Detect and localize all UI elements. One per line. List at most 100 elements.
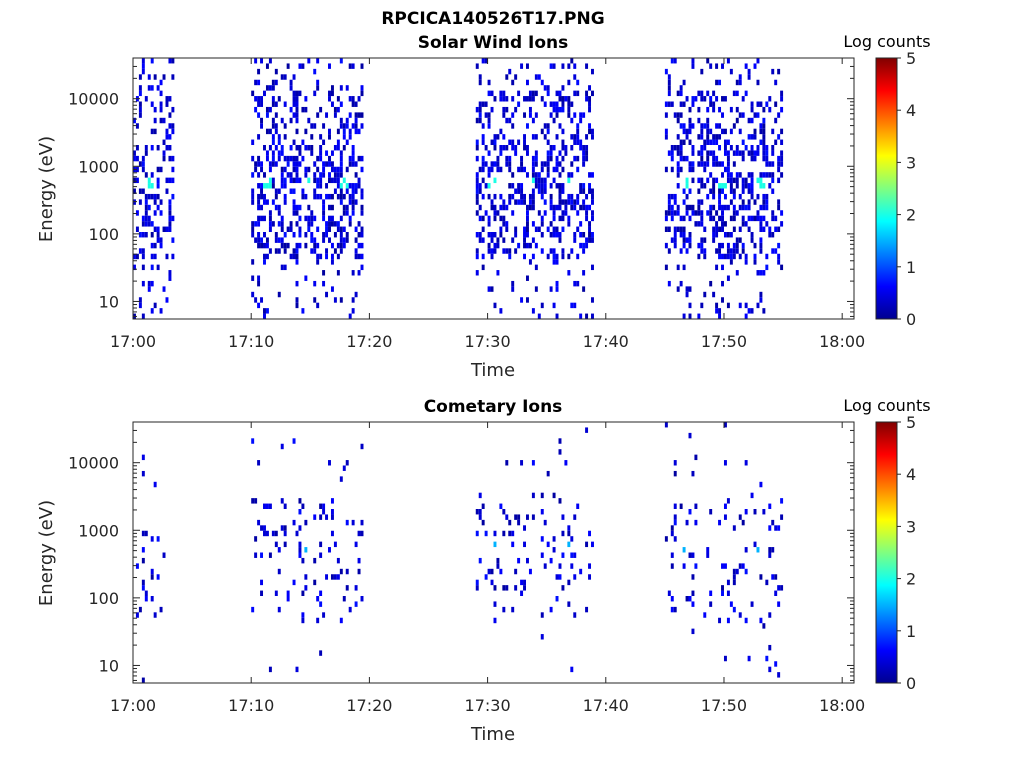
spectrogram-cell bbox=[517, 199, 521, 205]
spectrogram-cell bbox=[573, 112, 577, 118]
spectrogram-cell bbox=[487, 90, 491, 97]
spectrogram-cell bbox=[333, 172, 337, 178]
spectrogram-cell bbox=[570, 172, 574, 178]
spectrogram-cell bbox=[280, 183, 284, 189]
spectrogram-cell bbox=[150, 568, 154, 575]
spectrogram-cell bbox=[316, 183, 320, 189]
spectrogram-cell bbox=[718, 188, 722, 194]
spectrogram-cell bbox=[478, 204, 482, 211]
spectrogram-cell bbox=[688, 139, 692, 145]
spectrogram-cell bbox=[723, 183, 727, 189]
spectrogram-cell bbox=[771, 232, 775, 238]
spectrogram-cell bbox=[555, 166, 559, 173]
spectrogram-cell bbox=[771, 128, 775, 135]
spectrogram-cell bbox=[357, 242, 361, 249]
spectrogram-cell bbox=[156, 85, 160, 91]
spectrogram-cell bbox=[576, 210, 580, 216]
spectrogram-cell bbox=[263, 172, 266, 178]
spectrogram-cell bbox=[517, 101, 521, 107]
spectrogram-cell bbox=[165, 226, 169, 232]
spectrogram-cell bbox=[531, 161, 535, 167]
spectrogram-cell bbox=[721, 215, 724, 222]
spectrogram-cell bbox=[697, 150, 701, 156]
spectrogram-cell bbox=[147, 280, 151, 287]
spectrogram-cell bbox=[777, 112, 781, 118]
spectrogram-cell bbox=[351, 150, 355, 156]
spectrogram-cell bbox=[304, 275, 308, 281]
spectrogram-cell bbox=[156, 204, 160, 211]
spectrogram-cell bbox=[712, 155, 716, 162]
spectrogram-cell bbox=[260, 166, 264, 173]
spectrogram-cell bbox=[499, 128, 503, 135]
spectrogram-cell bbox=[493, 601, 497, 607]
spectrogram-cell bbox=[274, 101, 278, 107]
spectrogram-cell bbox=[715, 226, 719, 232]
spectrogram-cell bbox=[508, 155, 512, 162]
spectrogram-cell bbox=[153, 612, 157, 618]
spectrogram-cell bbox=[260, 188, 264, 194]
spectrogram-cell bbox=[514, 568, 518, 575]
spectrogram-cell bbox=[150, 221, 154, 227]
spectrogram-cell bbox=[135, 145, 139, 151]
spectrogram-cell bbox=[171, 193, 175, 200]
spectrogram-cell bbox=[549, 112, 553, 118]
spectrogram-cell bbox=[339, 568, 343, 575]
spectrogram-cell bbox=[591, 134, 594, 140]
spectrogram-cell bbox=[168, 221, 172, 227]
spectrogram-cell bbox=[260, 123, 264, 129]
spectrogram-cell bbox=[286, 242, 290, 249]
spectrogram-cell bbox=[313, 280, 317, 287]
spectrogram-cell bbox=[667, 193, 671, 200]
spectrogram-cell bbox=[780, 155, 784, 162]
spectrogram-cell bbox=[759, 297, 763, 303]
spectrogram-cell bbox=[354, 183, 358, 189]
spectrogram-cell bbox=[268, 128, 272, 135]
spectrogram-cell bbox=[271, 155, 275, 162]
spectrogram-cell bbox=[523, 226, 526, 232]
spectrogram-cell bbox=[682, 101, 686, 107]
spectrogram-cell bbox=[744, 63, 748, 69]
spectrogram-cell bbox=[673, 232, 677, 238]
spectrogram-cell bbox=[732, 568, 736, 575]
spectrogram-cell bbox=[502, 112, 506, 118]
spectrogram-cell bbox=[348, 199, 352, 205]
spectrogram-cell bbox=[768, 226, 772, 232]
spectrogram-cell bbox=[670, 101, 674, 107]
spectrogram-cell bbox=[685, 183, 689, 189]
spectrogram-cell bbox=[283, 74, 287, 80]
spectrogram-cell bbox=[526, 226, 529, 232]
spectrogram-cell bbox=[691, 601, 695, 607]
spectrogram-cell bbox=[691, 166, 695, 173]
spectrogram-cell bbox=[141, 677, 145, 683]
spectrogram-cell bbox=[771, 574, 775, 580]
spectrogram-cell bbox=[171, 74, 175, 80]
spectrogram-cell bbox=[573, 155, 577, 162]
spectrogram-cell bbox=[561, 188, 565, 194]
spectrogram-cell bbox=[558, 215, 562, 222]
spectrogram-cell bbox=[339, 188, 343, 194]
spectrogram-cell bbox=[726, 139, 730, 145]
spectrogram-cell bbox=[156, 183, 160, 189]
spectrogram-cell bbox=[348, 215, 352, 222]
spectrogram-cell bbox=[709, 96, 713, 102]
spectrogram-cell bbox=[747, 308, 751, 314]
spectrogram-cell bbox=[339, 617, 343, 624]
spectrogram-cell bbox=[747, 215, 751, 222]
spectrogram-cell bbox=[280, 172, 284, 178]
spectrogram-cell bbox=[759, 139, 763, 145]
spectrogram-cell bbox=[283, 101, 287, 107]
spectrogram-cell bbox=[591, 232, 594, 238]
spectrogram-cell bbox=[691, 590, 695, 596]
spectrogram-cell bbox=[322, 199, 326, 205]
spectrogram-cell bbox=[768, 503, 772, 509]
spectrogram-cell bbox=[168, 155, 172, 162]
spectrogram-cell bbox=[280, 226, 284, 232]
spectrogram-cell bbox=[319, 155, 323, 162]
spectrogram-cell bbox=[487, 248, 491, 254]
spectrogram-cell bbox=[496, 242, 500, 249]
spectrogram-cell bbox=[682, 215, 686, 222]
spectrogram-cell bbox=[673, 237, 677, 243]
spectrogram-cell bbox=[274, 112, 278, 118]
spectrogram-cell bbox=[280, 177, 284, 184]
spectrogram-cell bbox=[481, 226, 485, 232]
